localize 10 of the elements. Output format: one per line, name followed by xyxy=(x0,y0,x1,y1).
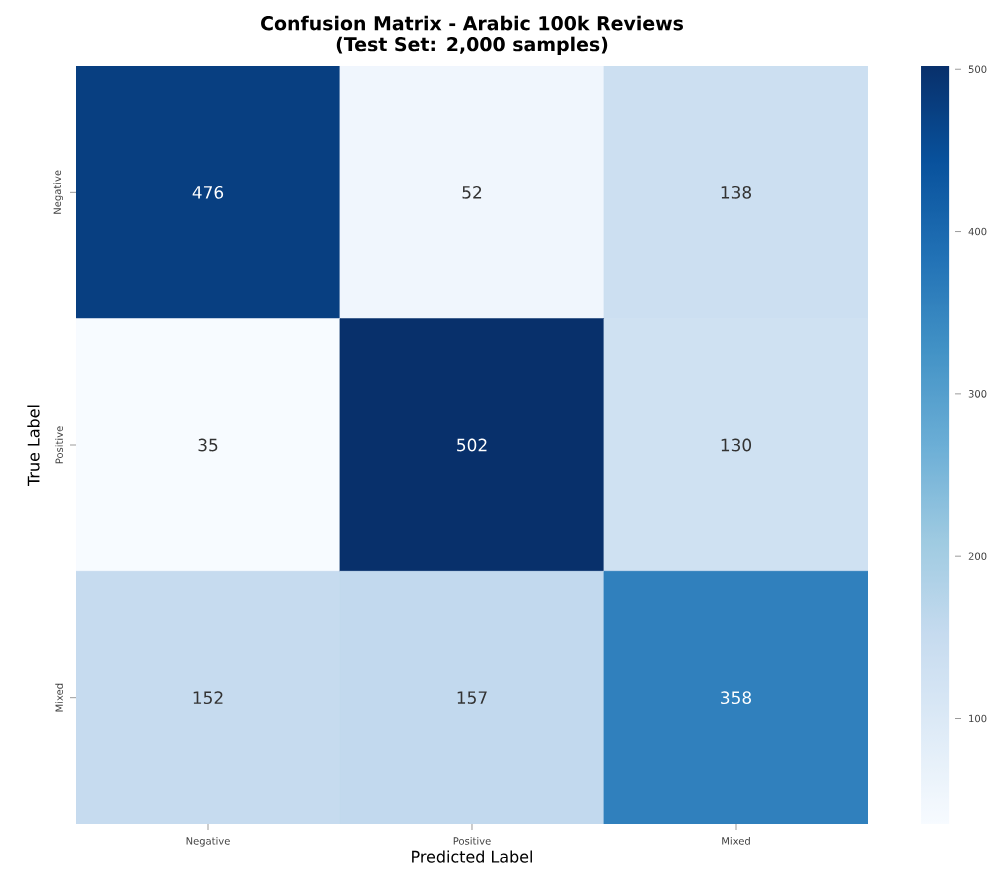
data-label: 35 xyxy=(198,438,218,452)
data-label: 152 xyxy=(193,691,223,705)
data-label: 157 xyxy=(457,691,487,704)
data-label: 138 xyxy=(721,185,752,199)
chart-title: Confusion Matrix - Arabic 100k Reviews xyxy=(261,15,684,31)
data-label: 358 xyxy=(721,691,752,705)
data-label: 476 xyxy=(192,185,224,199)
chart-subtitle: (Test Set: 2,000 samples) xyxy=(336,36,608,56)
data-label: 52 xyxy=(462,185,482,199)
data-label: 502 xyxy=(457,438,487,452)
